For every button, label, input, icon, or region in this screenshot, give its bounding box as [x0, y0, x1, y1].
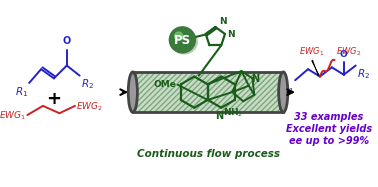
Text: ee up to >99%: ee up to >99% [289, 136, 369, 146]
Text: $R_1$: $R_1$ [15, 85, 28, 99]
Polygon shape [312, 60, 320, 76]
Text: 33 examples: 33 examples [294, 112, 364, 122]
Text: $EWG_2$: $EWG_2$ [336, 46, 362, 58]
Text: Excellent yields: Excellent yields [286, 124, 372, 134]
Text: NH$_2$: NH$_2$ [223, 107, 243, 119]
Ellipse shape [279, 72, 288, 112]
Text: $EWG_1$: $EWG_1$ [299, 46, 324, 58]
Text: $R_1$: $R_1$ [281, 82, 294, 96]
Text: $EWG_2$: $EWG_2$ [76, 101, 103, 113]
Ellipse shape [170, 29, 198, 55]
Text: Continuous flow process: Continuous flow process [136, 149, 279, 159]
Text: O: O [63, 36, 71, 46]
Text: N: N [219, 17, 226, 26]
Text: $EWG_1$: $EWG_1$ [0, 110, 26, 122]
Circle shape [169, 27, 195, 53]
Text: PS: PS [174, 34, 191, 47]
Ellipse shape [128, 72, 137, 112]
Text: N: N [251, 74, 259, 84]
Bar [133, 72, 283, 112]
Text: +: + [46, 90, 62, 108]
Text: OMe: OMe [153, 80, 176, 89]
Text: N: N [215, 111, 223, 121]
Text: $R_2$: $R_2$ [356, 67, 370, 81]
Bar [133, 72, 283, 112]
Text: $R_2$: $R_2$ [81, 77, 94, 91]
Text: O: O [340, 50, 348, 59]
Text: N: N [227, 30, 235, 39]
Circle shape [175, 32, 183, 40]
